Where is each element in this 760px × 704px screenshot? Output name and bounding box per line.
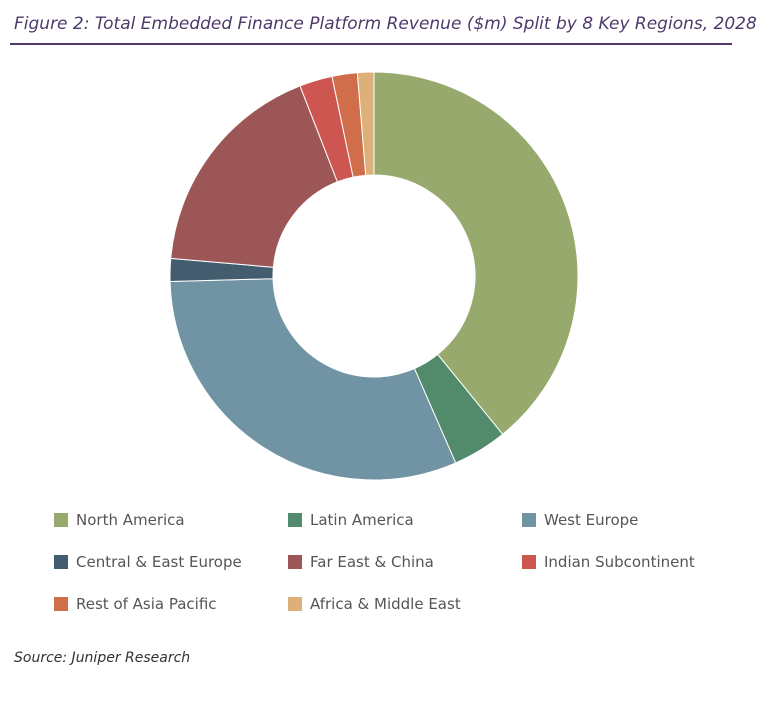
- legend-label: Indian Subcontinent: [544, 553, 695, 571]
- source-note: Source: Juniper Research: [14, 650, 191, 666]
- legend-swatch: [522, 555, 536, 569]
- donut-slice-west-europe: [169, 278, 457, 481]
- legend-label: West Europe: [544, 511, 639, 529]
- legend-swatch: [54, 597, 68, 611]
- legend-swatch: [54, 555, 68, 569]
- donut-slice-north-america: [373, 71, 579, 436]
- legend-swatch: [288, 513, 302, 527]
- legend-label: Far East & China: [310, 553, 434, 571]
- legend-label: Latin America: [310, 511, 414, 529]
- donut-slice-far-east-china: [170, 85, 339, 268]
- legend-item: Central & East Europe: [54, 552, 288, 572]
- legend-item: Rest of Asia Pacific: [54, 594, 288, 614]
- title-underline: [10, 43, 732, 45]
- legend-item: Latin America: [288, 510, 522, 530]
- legend-swatch: [288, 555, 302, 569]
- legend-item: West Europe: [522, 510, 734, 530]
- legend-swatch: [288, 597, 302, 611]
- legend-label: Rest of Asia Pacific: [76, 595, 217, 613]
- legend-item: North America: [54, 510, 288, 530]
- donut-chart: [169, 71, 579, 481]
- chart-legend: North America Latin America West Europe Cen…: [54, 510, 734, 614]
- legend-item: Far East & China: [288, 552, 522, 572]
- legend-swatch: [54, 513, 68, 527]
- legend-item: Indian Subcontinent: [522, 552, 734, 572]
- donut-slice-africa-middle-east: [356, 71, 375, 176]
- legend-item: Africa & Middle East: [288, 594, 522, 614]
- legend-label: Africa & Middle East: [310, 595, 461, 613]
- legend-label: Central & East Europe: [76, 553, 242, 571]
- legend-swatch: [522, 513, 536, 527]
- figure-title: Figure 2: Total Embedded Finance Platfor…: [14, 14, 757, 34]
- legend-label: North America: [76, 511, 185, 529]
